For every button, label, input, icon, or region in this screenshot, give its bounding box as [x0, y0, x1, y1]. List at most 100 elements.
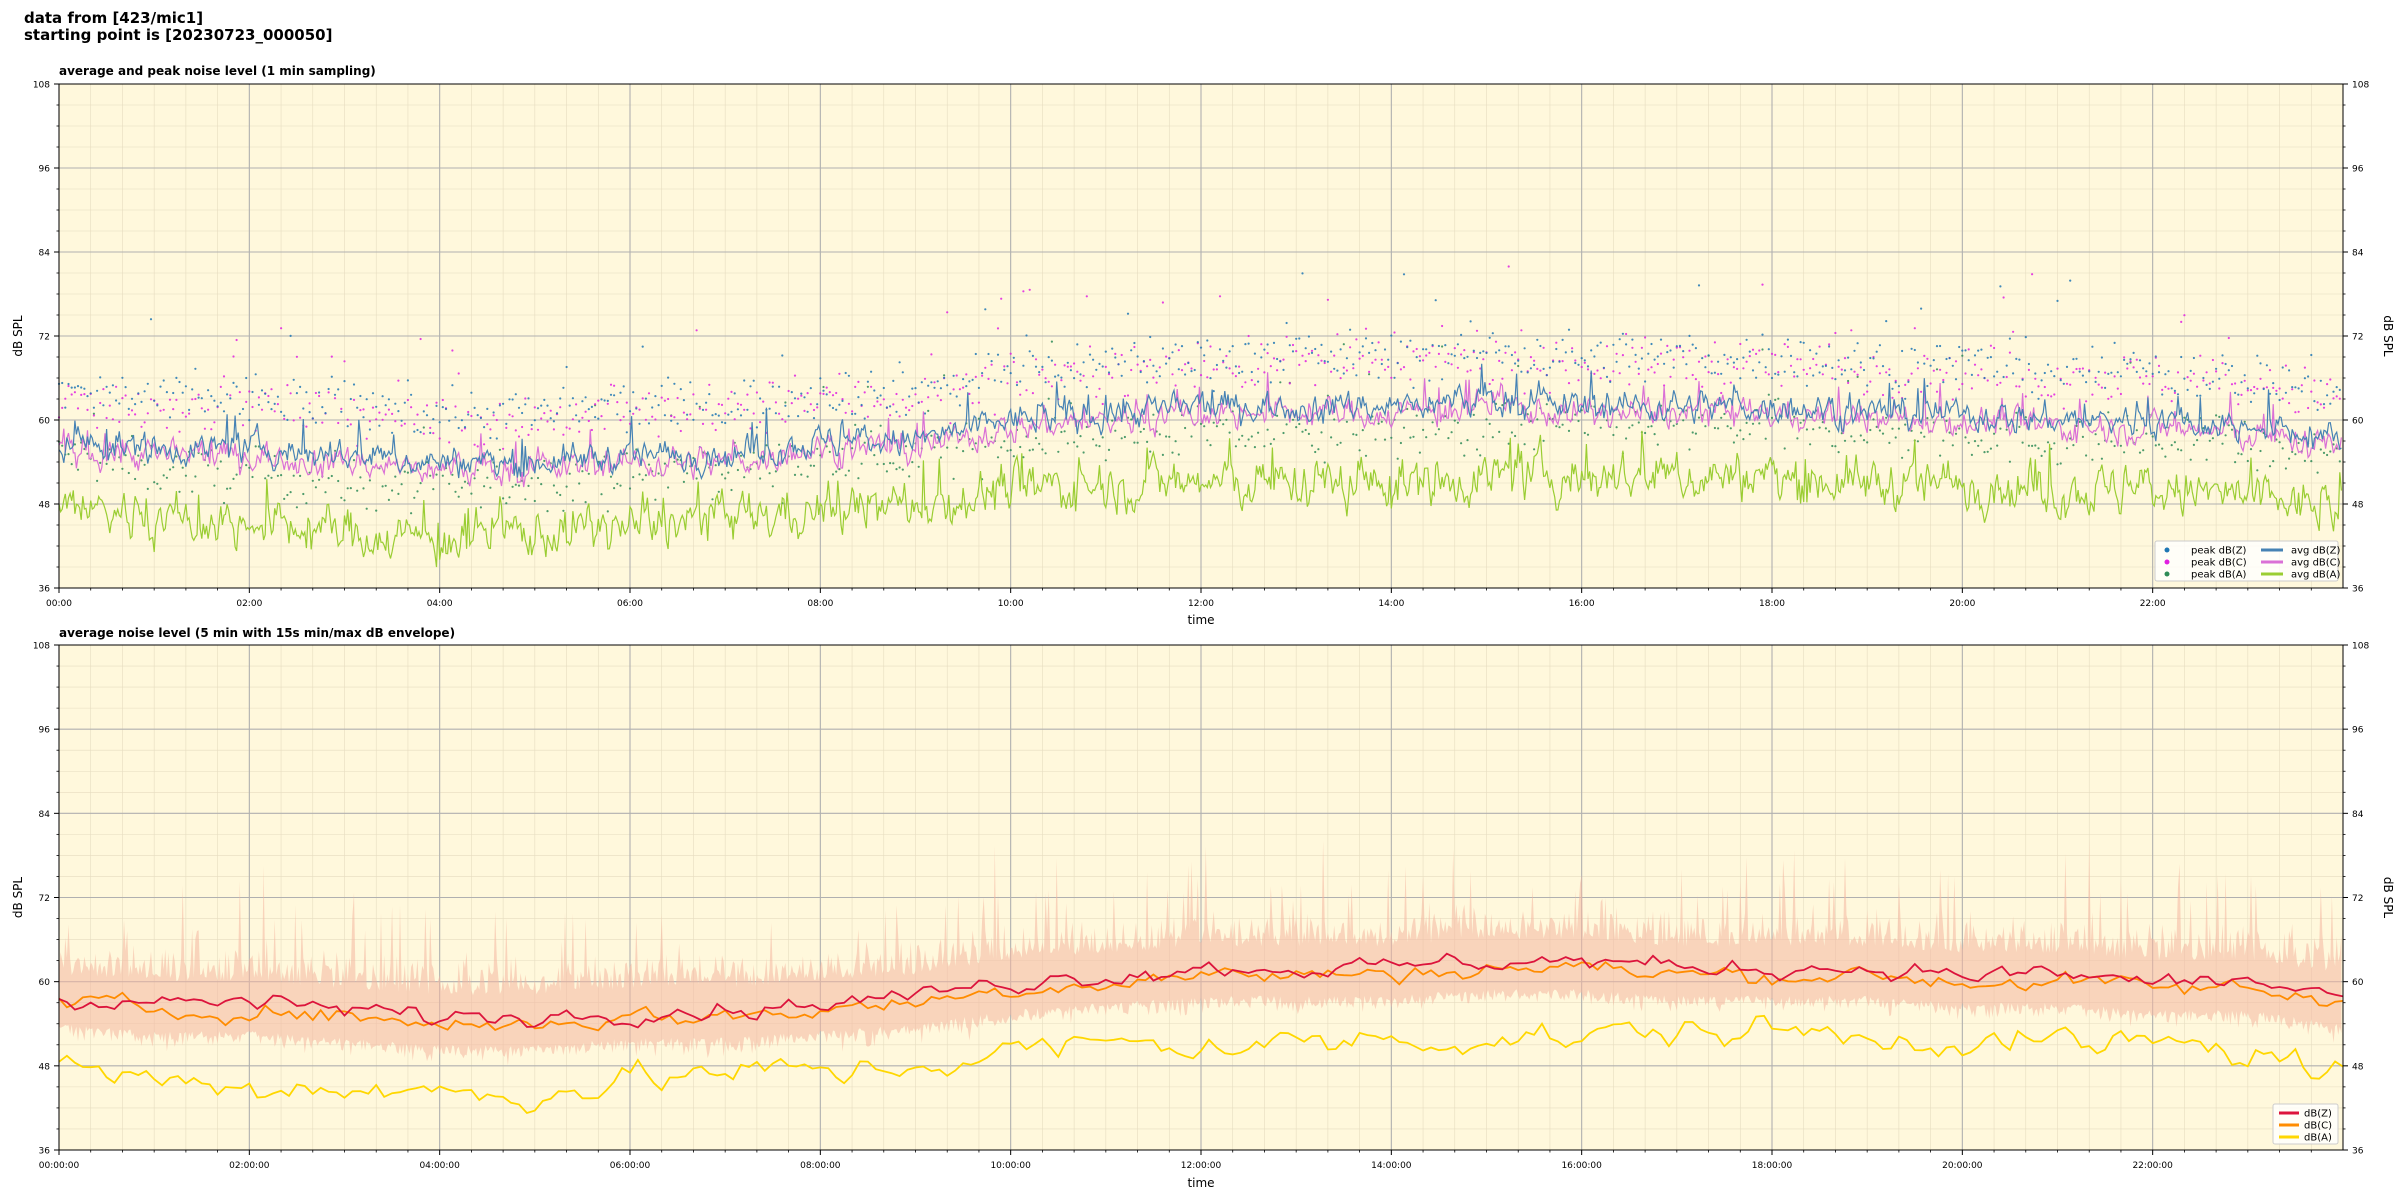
p1-peak-c-point — [391, 412, 394, 415]
p1-peak-a-point — [1165, 435, 1168, 438]
p1-peak-a-point — [1875, 425, 1878, 428]
p1-peak-a-point — [971, 448, 974, 451]
p1-peak-z-point — [1250, 370, 1253, 374]
p1-peak-c-point — [1044, 377, 1047, 380]
p1-peak-a-point — [156, 482, 159, 485]
p1-peak-c-point — [1533, 359, 1536, 362]
p1-peak-c-point — [838, 372, 841, 375]
p1-peak-a-point — [835, 470, 838, 473]
p1-peak-z-point — [549, 417, 552, 420]
p1-peak-a-point — [1901, 456, 1904, 459]
p1-peak-c-point — [2291, 388, 2294, 391]
p1-peak-c-point — [603, 427, 606, 430]
p1-peak-z-point — [1932, 359, 1935, 362]
p1-peak-z-point — [2275, 392, 2278, 396]
p1-peak-c-point — [508, 413, 511, 416]
p1-peak-z-point — [1276, 357, 1279, 361]
p1-peak-c-point — [2167, 387, 2170, 390]
p1-ylabel-right: dB SPL — [2381, 315, 2395, 357]
p1-peak-a-point — [267, 474, 270, 477]
p1-peak-a-point — [1866, 441, 1869, 444]
p1-peak-c-point — [521, 425, 524, 429]
p1-peak-c-point — [83, 393, 86, 396]
p1-peak-a-point — [1612, 433, 1615, 437]
p1-peak-c-point — [546, 420, 549, 423]
p1-peak-a-point — [1745, 421, 1748, 424]
p1-peak-z-point — [1463, 357, 1466, 360]
p1-peak-a-point — [2005, 428, 2008, 431]
p1-peak-c-point — [701, 422, 705, 425]
p1-peak-a-point — [184, 474, 187, 477]
p1-peak-z-point — [1126, 312, 1130, 315]
p1-peak-a-point — [1431, 421, 1434, 424]
p1-peak-z-point — [739, 414, 743, 417]
p1-legend-marker — [2164, 547, 2170, 553]
p1-peak-z-point — [1850, 368, 1853, 371]
p1-peak-c-point — [1253, 383, 1256, 386]
p2-ytick-label-right: 60 — [2352, 978, 2364, 988]
p1-peak-c-point — [600, 415, 603, 418]
p1-peak-a-point — [1650, 425, 1653, 428]
p1-peak-z-point — [1571, 350, 1574, 353]
p1-peak-a-point — [1561, 423, 1564, 426]
p1-peak-z-point — [1437, 344, 1440, 348]
p1-peak-a-point — [984, 445, 987, 448]
p1-peak-a-point — [61, 444, 64, 447]
p1-peak-z-point — [873, 389, 876, 392]
p2-xtick-label: 18:00:00 — [1752, 1161, 1793, 1171]
p1-peak-c-point — [1621, 354, 1624, 357]
p1-peak-c-point — [1939, 368, 1942, 371]
p1-peak-a-point — [435, 473, 438, 476]
p1-peak-c-point — [1736, 367, 1739, 370]
p1-peak-z-point — [1114, 356, 1117, 359]
p1-peak-c-point — [1006, 382, 1009, 385]
p1-peak-c-point — [505, 426, 508, 429]
p1-peak-a-point — [1139, 430, 1142, 433]
p1-peak-c-point — [492, 414, 495, 417]
p1-peak-a-point — [1809, 443, 1812, 446]
p1-peak-a-point — [1063, 430, 1066, 433]
p1-peak-a-point — [1993, 432, 1996, 435]
p1-peak-a-point — [870, 430, 873, 433]
p1-peak-z-point — [1640, 357, 1643, 360]
p1-peak-c-point — [1691, 373, 1694, 377]
p1-peak-z-point — [2037, 397, 2040, 400]
p1-peak-c-point — [2053, 393, 2056, 396]
p1-peak-c-point — [552, 428, 556, 431]
p1-peak-a-point — [425, 461, 429, 464]
p1-peak-a-point — [1774, 398, 1777, 401]
p1-peak-z-point — [717, 414, 720, 417]
p1-peak-c-point — [1111, 376, 1114, 379]
p1-peak-c-point — [273, 410, 276, 413]
p1-peak-c-point — [514, 429, 517, 432]
p1-peak-c-point — [1977, 374, 1980, 377]
p1-peak-z-point — [962, 378, 965, 381]
p1-peak-c-point — [1774, 353, 1777, 356]
p1-peak-a-point — [885, 470, 889, 473]
p1-peak-z-point — [1593, 355, 1596, 358]
p1-peak-z-point — [2008, 337, 2011, 340]
p1-peak-a-point — [838, 468, 841, 471]
p1-peak-a-point — [1713, 426, 1716, 430]
p1-peak-z-point — [1675, 345, 1678, 348]
p1-peak-z-point — [1174, 343, 1177, 346]
p1-peak-a-point — [1983, 451, 1986, 454]
p1-peak-c-point — [283, 417, 286, 420]
p1-peak-a-point — [898, 466, 901, 469]
p1-peak-a-point — [1793, 415, 1796, 418]
p1-peak-z-point — [581, 400, 584, 403]
p1-peak-c-point — [1970, 387, 1973, 390]
p1-peak-a-point — [470, 492, 473, 495]
p1-peak-a-point — [1034, 437, 1038, 440]
p1-peak-c-point — [292, 419, 295, 422]
p1-peak-z-point — [1120, 374, 1123, 377]
p1-peak-c-point — [1634, 360, 1637, 363]
p1-peak-a-point — [1050, 340, 1053, 343]
p1-peak-c-point — [1263, 371, 1266, 374]
p1-peak-z-point — [1298, 337, 1301, 340]
p1-peak-a-point — [1320, 431, 1323, 434]
p1-peak-c-point — [584, 410, 587, 413]
p1-peak-z-point — [1717, 360, 1720, 363]
p1-peak-c-point — [1038, 373, 1041, 376]
p1-peak-z-point — [1894, 381, 1897, 384]
